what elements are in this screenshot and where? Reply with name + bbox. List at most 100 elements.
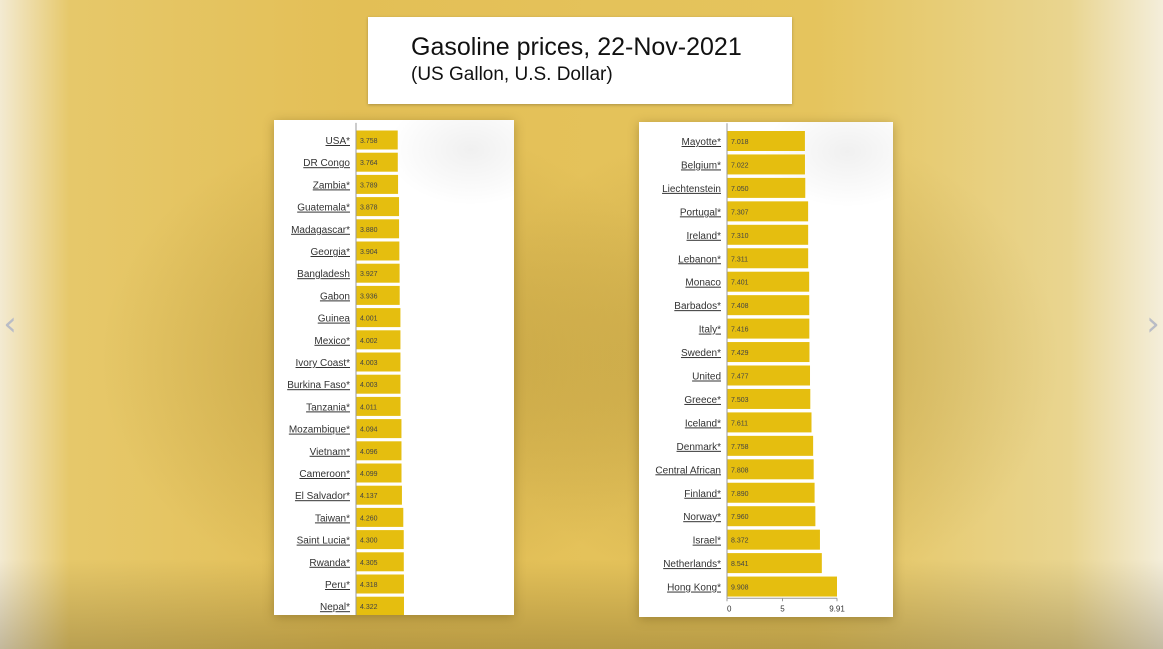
category-label: Greece* <box>684 395 721 406</box>
bar-value-label: 4.300 <box>360 538 378 545</box>
bar-value-label: 7.401 <box>731 280 749 287</box>
bar-value-label: 4.318 <box>360 582 378 589</box>
bar <box>356 552 404 572</box>
bar <box>356 485 402 505</box>
category-label: Portugal* <box>680 207 721 218</box>
bar <box>727 482 815 503</box>
bar <box>727 435 814 456</box>
bar <box>727 201 809 222</box>
bar <box>727 553 822 574</box>
bar-value-label: 7.416 <box>731 327 749 334</box>
bar-value-label: 7.408 <box>731 303 749 310</box>
bar-value-label: 4.002 <box>360 338 378 345</box>
category-label: Taiwan* <box>315 513 350 524</box>
bar-value-label: 7.611 <box>731 420 748 427</box>
bar-value-label: 9.908 <box>731 585 749 592</box>
bar <box>727 318 810 339</box>
bar <box>727 271 810 292</box>
bar-value-label: 7.503 <box>731 397 749 404</box>
bar-value-label: 4.096 <box>360 449 378 456</box>
bar <box>356 352 401 372</box>
bar-value-label: 4.003 <box>360 382 378 389</box>
category-label: Hong Kong* <box>667 583 721 594</box>
bar-value-label: 7.890 <box>731 491 749 498</box>
bar-value-label: 3.878 <box>360 205 378 212</box>
title-card: Gasoline prices, 22-Nov-2021 (US Gallon,… <box>368 17 792 104</box>
bar <box>356 241 400 261</box>
bar-value-label: 4.003 <box>360 360 378 367</box>
bar <box>727 248 809 269</box>
category-label: Monaco <box>685 278 721 289</box>
bar-value-label: 7.477 <box>731 374 749 381</box>
category-label: Guatemala* <box>297 203 350 214</box>
x-tick-label: 0 <box>727 604 732 613</box>
bar-value-label: 3.764 <box>360 160 378 167</box>
bar <box>727 388 811 409</box>
bar <box>356 530 404 550</box>
category-label: Saint Lucia* <box>297 536 350 547</box>
bar <box>356 574 404 594</box>
category-label: Madagascar* <box>291 225 350 236</box>
bar <box>356 441 402 461</box>
category-label: Netherlands* <box>663 559 721 570</box>
bar <box>727 365 811 386</box>
bar <box>356 463 402 483</box>
category-label: Barbados* <box>674 301 721 312</box>
category-label: Lebanon* <box>678 254 721 265</box>
bar <box>727 506 816 527</box>
bar <box>356 219 400 239</box>
bar <box>727 412 812 433</box>
category-label: Guinea <box>318 314 351 325</box>
bar-value-label: 4.099 <box>360 471 378 478</box>
bar <box>356 330 401 350</box>
chevron-left-icon[interactable]: ‹ <box>3 304 17 344</box>
category-label: Zambia* <box>313 180 350 191</box>
bar-value-label: 4.011 <box>360 404 377 411</box>
bar <box>356 197 400 217</box>
bar <box>356 419 402 439</box>
category-label: Rwanda* <box>309 558 350 569</box>
bar-value-label: 7.808 <box>731 467 749 474</box>
bar-value-label: 3.789 <box>360 182 378 189</box>
chevron-right-icon[interactable]: › <box>1146 304 1160 344</box>
bar <box>727 576 837 597</box>
bar-value-label: 3.936 <box>360 293 378 300</box>
category-label: Finland* <box>684 489 721 500</box>
category-label: Denmark* <box>677 442 722 453</box>
bar <box>356 152 398 172</box>
right-chart-panel: 7.018 Mayotte* 7.022 Belgium* 7.050 Liechtens… <box>639 122 893 617</box>
bar-value-label: 4.001 <box>360 316 378 323</box>
bar <box>727 177 806 198</box>
category-label: Vietnam* <box>310 447 351 458</box>
category-label: Bangladesh <box>297 269 350 280</box>
bar-value-label: 4.094 <box>360 427 378 434</box>
chart-subtitle: (US Gallon, U.S. Dollar) <box>411 64 613 85</box>
category-label: Belgium* <box>681 160 721 171</box>
right-bar-chart: 7.018 Mayotte* 7.022 Belgium* 7.050 Liechtens… <box>655 123 845 613</box>
bar <box>727 459 814 480</box>
category-label: Mexico* <box>314 336 350 347</box>
bar-value-label: 7.429 <box>731 350 749 357</box>
category-label: Sweden* <box>681 348 721 359</box>
bar-value-label: 8.541 <box>731 561 749 568</box>
bar <box>356 374 401 394</box>
category-label: Ivory Coast* <box>296 358 351 369</box>
category-label: DR Congo <box>303 158 350 169</box>
bar-value-label: 7.307 <box>731 209 749 216</box>
category-label: Mozambique* <box>289 425 350 436</box>
category-label: Tanzania* <box>306 402 350 413</box>
bar-value-label: 3.927 <box>360 271 378 278</box>
bar-value-label: 7.022 <box>731 162 749 169</box>
category-label: Norway* <box>683 512 721 523</box>
category-label: United <box>692 372 721 383</box>
left-bar-chart: 3.758 USA* 3.764 DR Congo 3.789 Zambia* 3.878 G… <box>287 122 404 615</box>
x-tick-label: 5 <box>780 604 785 613</box>
category-label: El Salvador* <box>295 491 350 502</box>
bar-value-label: 4.137 <box>360 493 378 500</box>
bar-value-label: 8.372 <box>731 538 749 545</box>
bar <box>356 130 398 150</box>
background-shade <box>0 559 1163 649</box>
bar-value-label: 4.260 <box>360 515 378 522</box>
bar-value-label: 7.960 <box>731 514 749 521</box>
category-label: Burkina Faso* <box>287 380 350 391</box>
